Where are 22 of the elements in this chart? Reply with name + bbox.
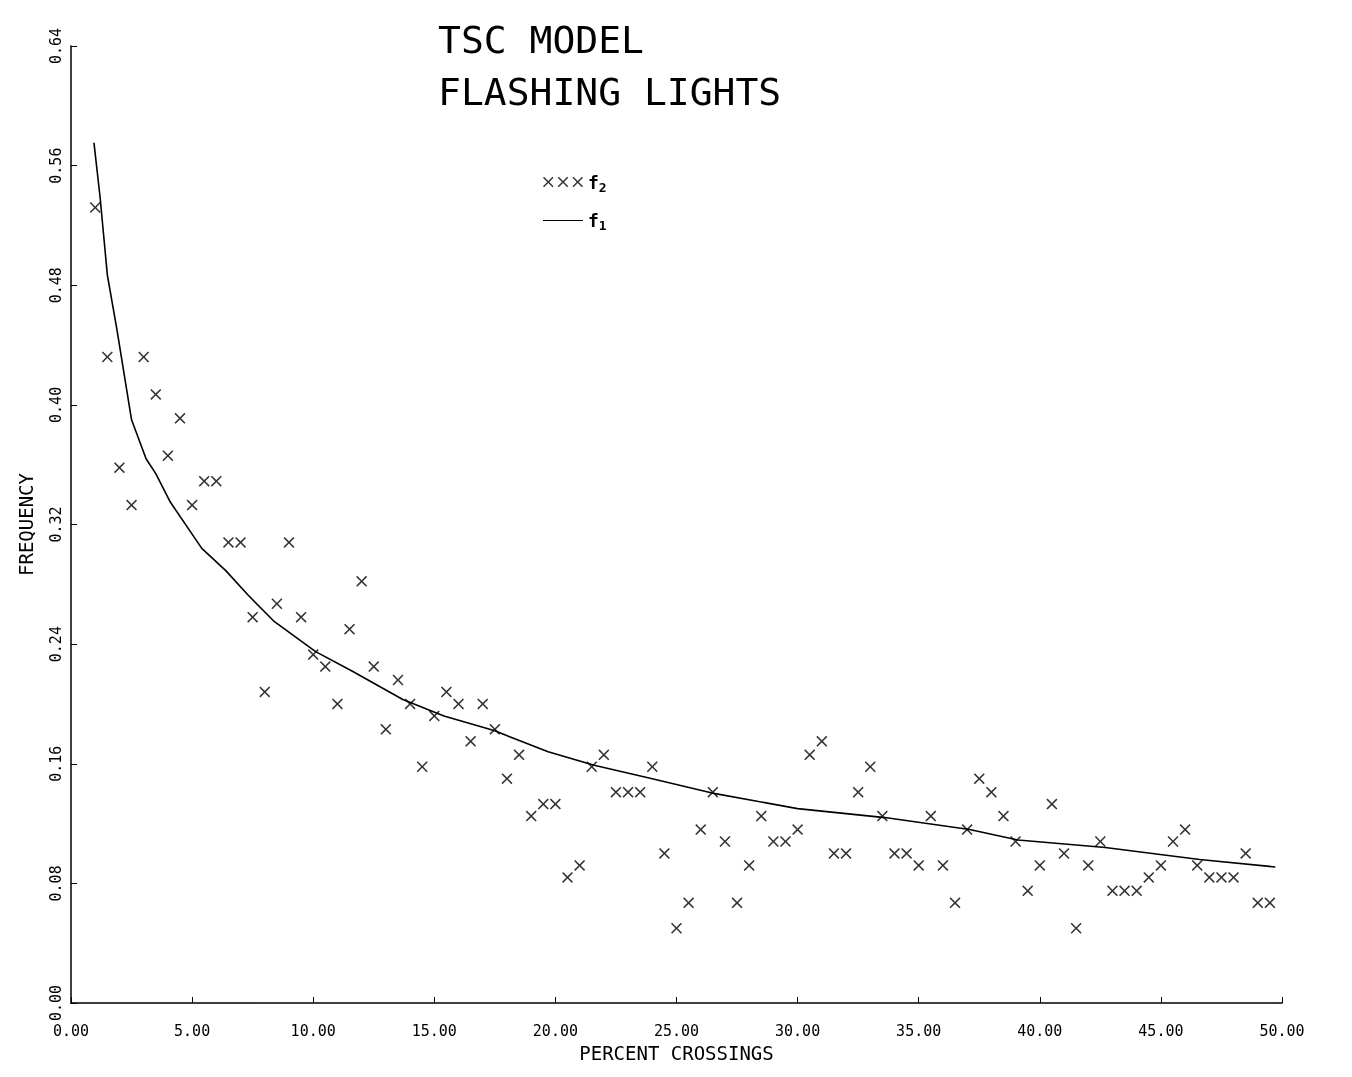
x-tick-label: 25.00 <box>653 1021 700 1040</box>
y-tick-label: 0.48 <box>46 267 65 304</box>
x-tick-label: 35.00 <box>896 1021 942 1040</box>
x-tick-label: 15.00 <box>411 1021 457 1040</box>
y-axis-title: FREQUENCY <box>14 472 37 576</box>
y-tick-label: 0.32 <box>46 506 65 543</box>
y-tick-label: 0.64 <box>46 27 65 65</box>
y-tick-label: 0.40 <box>46 386 65 423</box>
x-tick-label: 30.00 <box>775 1021 821 1040</box>
x-tick-label: 5.00 <box>174 1021 211 1040</box>
x-tick-label: 20.00 <box>532 1021 578 1040</box>
y-tick-label: 0.24 <box>46 626 65 663</box>
x-tick-label: 10.00 <box>290 1021 336 1040</box>
x-tick-label: 40.00 <box>1017 1021 1063 1040</box>
x-tick-label: 50.00 <box>1259 1021 1305 1040</box>
y-tick-label: 0.08 <box>46 865 65 902</box>
chart-title: TSC MODEL <box>438 18 644 62</box>
text: FLASHING LIGHTS <box>438 70 782 114</box>
x-axis-title: PERCENT CROSSINGS <box>579 1041 774 1064</box>
y-tick-label: 0.56 <box>46 147 65 184</box>
y-tick-label: 0.16 <box>46 745 65 782</box>
x-tick-label: 45.00 <box>1138 1021 1184 1040</box>
